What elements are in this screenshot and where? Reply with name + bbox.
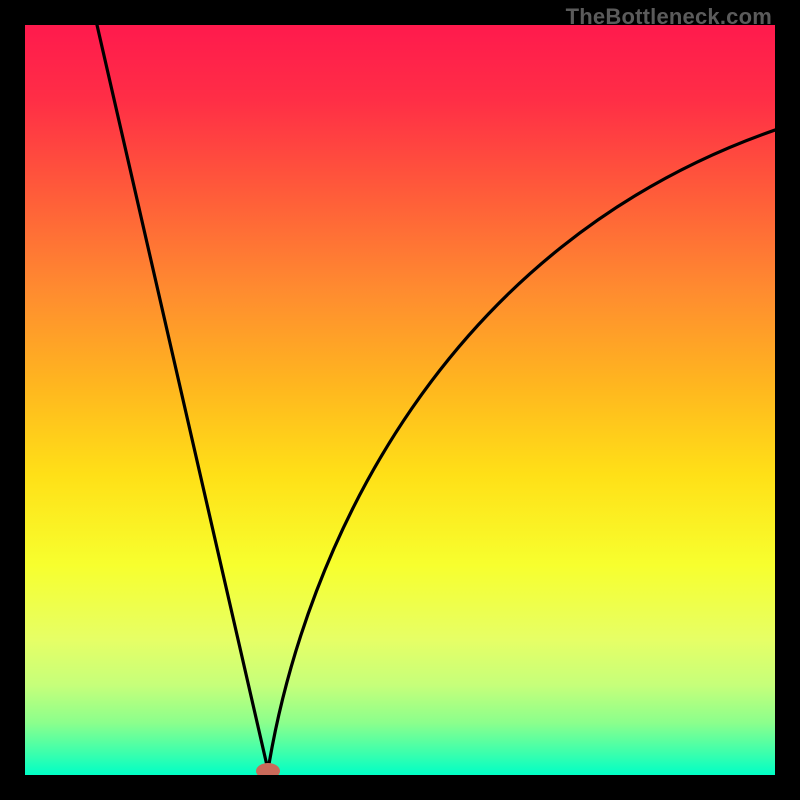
- bottleneck-curve: [25, 25, 775, 775]
- chart-frame: TheBottleneck.com: [0, 0, 800, 800]
- optimum-marker: [256, 763, 280, 775]
- watermark-text: TheBottleneck.com: [566, 4, 772, 30]
- plot-area: [25, 25, 775, 775]
